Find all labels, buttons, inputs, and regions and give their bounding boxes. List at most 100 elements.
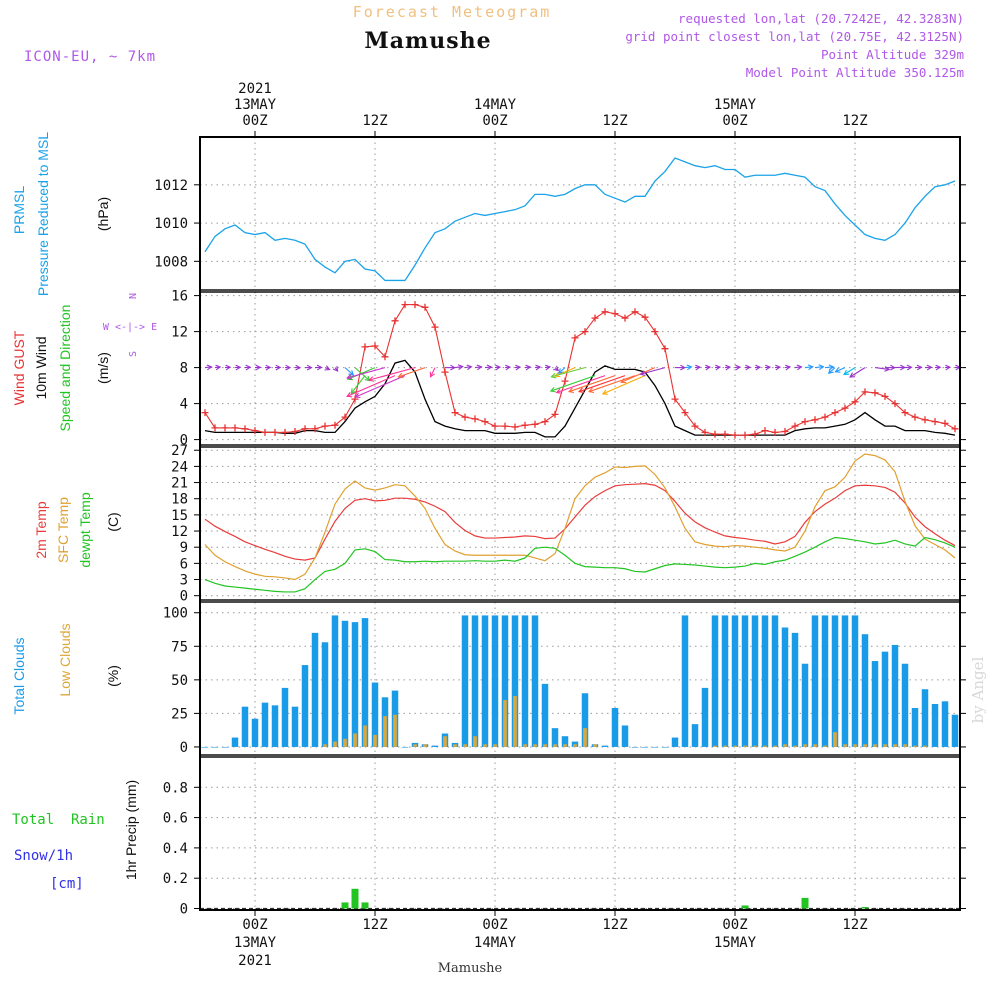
clouds-tick-label: 50 bbox=[171, 673, 188, 689]
wind-direction-arrow bbox=[556, 375, 606, 394]
wind-direction-arrowhead bbox=[735, 364, 742, 371]
gust-marker bbox=[641, 313, 649, 321]
pressure-unit: (hPa) bbox=[95, 197, 111, 231]
total-cloud-bar bbox=[541, 683, 549, 747]
total-cloud-bar bbox=[371, 682, 379, 747]
wind-direction-arrowhead bbox=[916, 364, 923, 371]
gust-marker bbox=[531, 420, 539, 428]
wind-direction-arrowhead bbox=[945, 364, 952, 371]
requested-coords: requested lon,lat (20.7242E, 42.3283N) bbox=[678, 11, 964, 26]
total-cloud-bar bbox=[361, 618, 369, 747]
total-cloud-bar bbox=[841, 615, 849, 747]
gust-marker bbox=[231, 424, 239, 432]
precip-tick-label: 0.2 bbox=[163, 871, 188, 887]
low-cloud-bar bbox=[563, 744, 567, 747]
bottom-axis-label: 12Z bbox=[362, 917, 387, 933]
rain-bar bbox=[341, 902, 349, 909]
gust-marker bbox=[201, 409, 209, 417]
wind-direction-arrowhead bbox=[680, 364, 686, 371]
gust-marker bbox=[241, 425, 249, 433]
total-cloud-bar bbox=[291, 706, 299, 747]
total-cloud-bar bbox=[861, 634, 869, 747]
gust-marker bbox=[871, 389, 879, 397]
temp-tick-label: 18 bbox=[171, 492, 188, 508]
wind-direction-arrowhead bbox=[245, 364, 252, 371]
total-clouds-label: Total Clouds bbox=[11, 637, 27, 714]
wind-direction-arrow bbox=[551, 367, 586, 378]
point-altitude: Point Altitude 329m bbox=[821, 47, 964, 62]
wind-direction-arrowhead bbox=[765, 364, 772, 371]
gust-marker bbox=[261, 428, 269, 436]
outer-frame bbox=[199, 136, 961, 911]
gust-marker bbox=[751, 430, 759, 438]
temp-dewpt-line bbox=[204, 536, 956, 593]
total-cloud-bar bbox=[731, 615, 739, 747]
wind-panel: 0 4 8 12 16 bbox=[171, 289, 966, 449]
low-cloud-bar bbox=[763, 745, 767, 747]
wind-direction-arrowhead bbox=[755, 364, 762, 371]
precip-tick-label: 0.6 bbox=[163, 811, 188, 827]
wind-direction-arrowhead bbox=[368, 376, 375, 382]
wind-direction-arrow bbox=[602, 375, 646, 395]
wind-direction-arrowhead bbox=[215, 364, 222, 371]
wind-direction-arrow bbox=[843, 367, 856, 375]
total-cloud-bar bbox=[691, 724, 699, 747]
wind-direction-arrowhead bbox=[827, 368, 834, 374]
low-cloud-bar bbox=[853, 744, 857, 747]
pressure-tick-label: 1012 bbox=[154, 178, 188, 194]
wind-direction-arrowhead bbox=[555, 388, 562, 394]
gust-marker bbox=[211, 424, 219, 432]
total-cloud-bar bbox=[461, 615, 469, 747]
total-cloud-bar bbox=[901, 663, 909, 747]
wind-direction-arrowhead bbox=[535, 364, 542, 371]
low-cloud-bar bbox=[723, 745, 727, 747]
gust-marker bbox=[401, 301, 409, 309]
gust-marker bbox=[281, 428, 289, 436]
total-cloud-bar bbox=[911, 708, 919, 747]
low-cloud-bar bbox=[783, 744, 787, 747]
snow-label: Snow/1h bbox=[14, 848, 73, 864]
temp-tick-label: 24 bbox=[171, 459, 188, 475]
wind-direction-arrowhead bbox=[316, 364, 323, 371]
low-cloud-bar bbox=[743, 745, 747, 747]
bottom-axis-label: 14MAY bbox=[474, 935, 517, 951]
total-cloud-bar bbox=[271, 705, 279, 747]
wind-direction-arrowhead bbox=[935, 364, 942, 371]
total-cloud-bar bbox=[741, 615, 749, 747]
temp2m-label: 2m Temp bbox=[33, 501, 49, 559]
total-cloud-bar bbox=[611, 708, 619, 747]
wind-direction-arrow bbox=[835, 367, 846, 373]
wind-direction-arrowhead bbox=[495, 364, 502, 371]
wind-direction-arrowhead bbox=[807, 364, 814, 371]
gust-marker bbox=[661, 345, 669, 353]
gust-marker bbox=[581, 328, 589, 336]
top-axis-label: 00Z bbox=[482, 113, 507, 129]
gust-marker bbox=[821, 413, 829, 421]
low-cloud-bar bbox=[393, 714, 397, 747]
rain-bar bbox=[741, 905, 749, 909]
wind-direction-arrowhead bbox=[295, 364, 302, 371]
gust-marker bbox=[721, 430, 729, 438]
low-cloud-bar bbox=[543, 744, 547, 747]
low-cloud-bar bbox=[423, 744, 427, 747]
low-cloud-bar bbox=[833, 732, 837, 747]
wind-direction-arrow bbox=[824, 366, 834, 369]
gust-marker bbox=[521, 421, 529, 429]
wind-direction-arrow bbox=[828, 367, 836, 374]
gust-line bbox=[204, 304, 956, 436]
low-cloud-bar bbox=[593, 744, 597, 747]
total-cloud-bar bbox=[631, 746, 639, 748]
precip-plot-area bbox=[200, 757, 960, 910]
wind-direction-arrowhead bbox=[397, 372, 404, 379]
gust-marker bbox=[911, 413, 919, 421]
low-cloud-bar bbox=[883, 744, 887, 747]
total-cloud-bar bbox=[351, 622, 359, 747]
precip-tick-label: 0.8 bbox=[163, 780, 188, 796]
total-cloud-bar bbox=[201, 746, 209, 748]
gust-marker bbox=[511, 423, 519, 431]
gust-marker bbox=[321, 422, 329, 430]
top-axis-label: 12Z bbox=[602, 113, 627, 129]
total-cloud-bar bbox=[301, 665, 309, 747]
total-cloud-bar bbox=[881, 651, 889, 747]
